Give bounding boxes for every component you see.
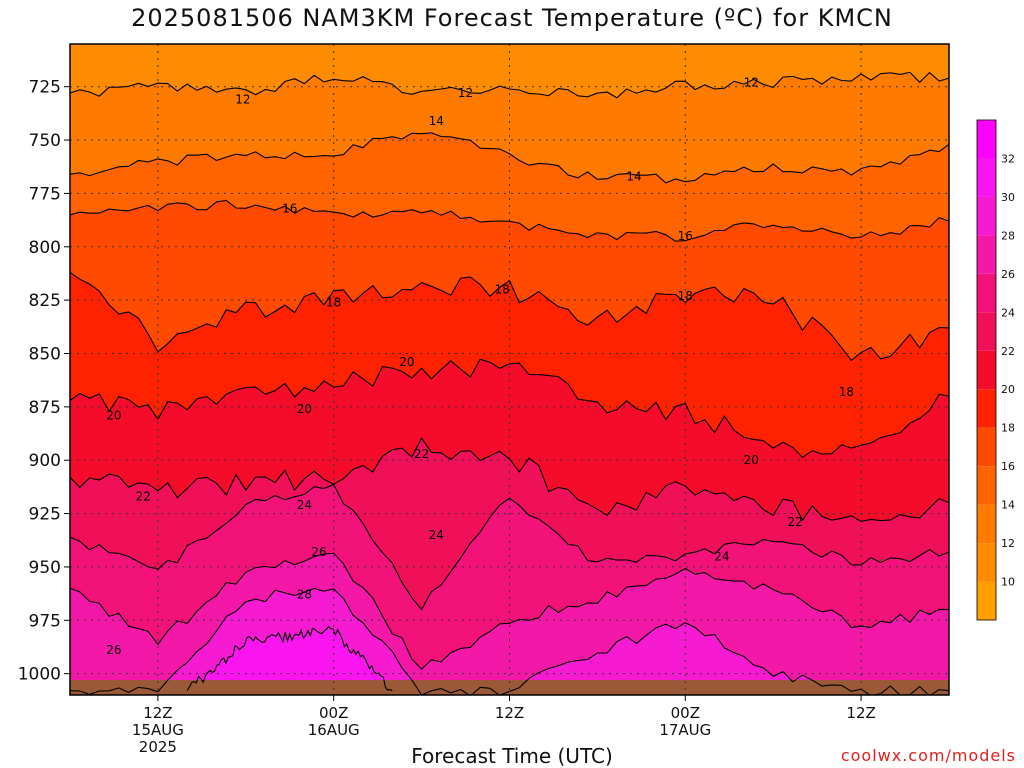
- isotherm-26: [70, 552, 949, 670]
- isotherm-16: [70, 199, 949, 242]
- x-tick-label: 2025: [139, 738, 177, 756]
- isotherm-label: 20: [106, 408, 121, 422]
- colorbar-swatch: [977, 235, 996, 274]
- isotherm-label: 14: [626, 169, 641, 183]
- isotherm-label: 16: [678, 229, 693, 243]
- x-tick-label: 15AUG: [132, 721, 184, 739]
- x-axis-label: Forecast Time (UTC): [411, 744, 613, 768]
- colorbar: 10 12 14 16 18 20 22 24 26 28 30 32: [976, 119, 1015, 621]
- isotherm-14: [70, 132, 949, 184]
- y-tick-label: 850: [29, 344, 61, 364]
- isotherm-label: 22: [788, 515, 803, 529]
- y-tick-label: 875: [29, 398, 61, 418]
- y-tick-label: 775: [29, 184, 61, 204]
- colorbar-swatch: [977, 196, 996, 236]
- colorbar-swatch: [977, 427, 996, 467]
- isotherm-28: [70, 587, 949, 695]
- y-tick-label: 825: [29, 291, 61, 311]
- colorbar-tick-label: 18: [1001, 422, 1015, 435]
- isotherm-label: 18: [839, 385, 854, 399]
- colorbar-tick-label: 14: [1001, 499, 1015, 512]
- y-tick-label: 725: [29, 78, 61, 98]
- x-tick-label: 12Z: [846, 704, 875, 722]
- x-tick-label: 00Z: [671, 704, 700, 722]
- isotherm-label: 22: [136, 489, 151, 503]
- y-tick-label: 900: [29, 451, 61, 471]
- isotherm-label: 20: [744, 453, 759, 467]
- x-tick-label: 16AUG: [308, 721, 360, 739]
- x-tick-label: 12Z: [495, 704, 524, 722]
- isotherm-label: 12: [744, 75, 759, 89]
- isotherm-label: 24: [297, 498, 312, 512]
- band-fill-30: [187, 626, 393, 695]
- isotherm-label: 28: [297, 588, 312, 602]
- colorbar-swatch: [977, 543, 996, 582]
- colorbar-swatch: [977, 158, 996, 197]
- y-tick-label: 800: [29, 238, 61, 258]
- x-tick-label: 00Z: [319, 704, 348, 722]
- isotherm-label: 26: [106, 643, 121, 657]
- y-tick-label: 750: [29, 131, 61, 151]
- isotherm-label: 20: [399, 355, 414, 369]
- chart-title: 2025081506 NAM3KM Forecast Temperature (…: [131, 4, 893, 32]
- ground-strip: [70, 680, 949, 695]
- isotherm-label: 26: [311, 545, 326, 559]
- isotherm-labels: 12 12 12 14 14 16 16 18 18 18 18 20 20 20 20 22 22 22 24 24…: [106, 75, 854, 657]
- isotherm-label: 24: [429, 528, 444, 542]
- isotherm-24: [70, 483, 949, 611]
- isotherm-label: 22: [414, 447, 429, 461]
- isotherm-label: 18: [326, 295, 341, 309]
- isotherm-30: [186, 626, 393, 692]
- colorbar-swatch: [977, 273, 996, 313]
- isotherm-18: [70, 271, 949, 362]
- isotherm-label: 18: [678, 289, 693, 303]
- colorbar-swatch: [977, 504, 996, 544]
- colorbar-swatch: [977, 581, 996, 620]
- y-tick-label: 950: [29, 558, 61, 578]
- isotherm-label: 20: [297, 402, 312, 416]
- isotherm-lines: [70, 71, 949, 695]
- colorbar-tick-label: 22: [1001, 345, 1015, 358]
- colorbar-tick-label: 28: [1001, 229, 1015, 242]
- colorbar-tick-label: 12: [1001, 537, 1015, 550]
- ground-fill: [70, 680, 949, 695]
- colorbar-tick-label: 26: [1001, 268, 1015, 281]
- colorbar-tick-label: 16: [1001, 460, 1015, 473]
- x-tick-label: 17AUG: [659, 721, 711, 739]
- y-tick-label: 925: [29, 505, 61, 525]
- y-tick-label: 975: [29, 611, 61, 631]
- isotherm-label: 18: [495, 282, 510, 296]
- isotherm-label: 12: [458, 86, 473, 100]
- colorbar-swatch: [977, 466, 996, 505]
- colorbar-swatch: [977, 350, 996, 390]
- colorbar-tick-label: 30: [1001, 191, 1015, 204]
- isotherm-label: 12: [235, 92, 250, 106]
- isotherm-label: 24: [714, 549, 729, 563]
- isotherm-12: [70, 71, 949, 99]
- colorbar-frame: [976, 119, 997, 621]
- colorbar-swatch: [977, 120, 996, 159]
- isotherm-label: 14: [429, 114, 444, 128]
- isotherm-22: [70, 437, 949, 522]
- credit-text: coolwx.com/models: [840, 746, 1016, 765]
- colorbar-tick-label: 20: [1001, 383, 1015, 396]
- colorbar-swatch: [977, 312, 996, 351]
- isotherm-label: 16: [282, 201, 297, 215]
- y-tick-label: 1000: [18, 665, 61, 685]
- colorbar-tick-label: 32: [1001, 152, 1015, 165]
- isotherm-20: [70, 358, 949, 459]
- pressure-axis: 725 750 775 800 825 850 875 900 925 950 975 1000: [18, 78, 70, 685]
- colorbar-tick-label: 24: [1001, 306, 1015, 319]
- colorbar-tick-label: 10: [1001, 576, 1015, 589]
- x-tick-label: 12Z: [143, 704, 172, 722]
- colorbar-swatch: [977, 389, 996, 428]
